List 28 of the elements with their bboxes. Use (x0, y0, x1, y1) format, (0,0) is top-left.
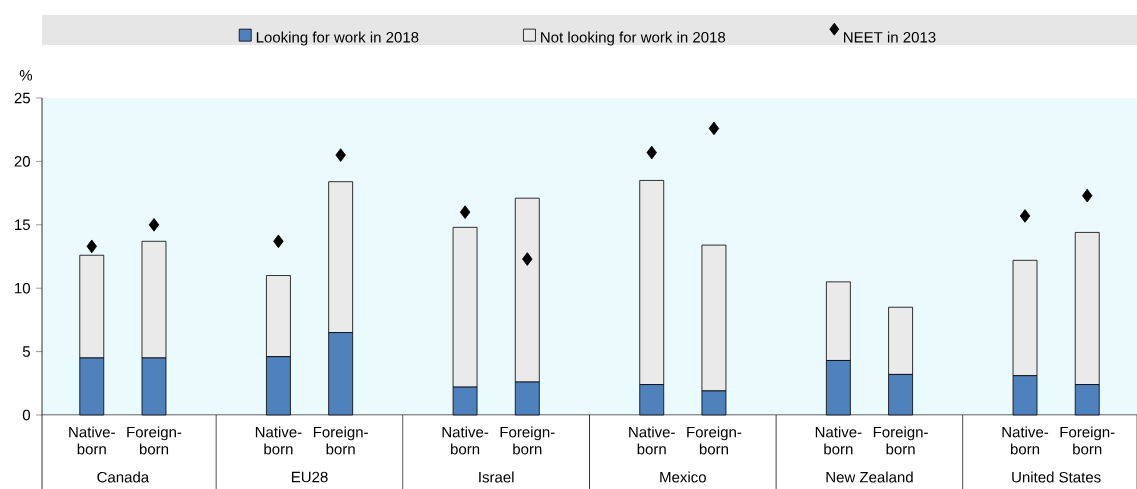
y-tick-label: 0 (22, 409, 31, 421)
x-tick-label: Foreign-born (500, 426, 555, 455)
y-tick-label: 20 (14, 156, 31, 167)
text: Mexico (660, 471, 706, 483)
y-tick-label: 5 (22, 346, 30, 357)
x-tick-label: Native-born (442, 426, 489, 455)
x-tick-label: Native-born (255, 426, 302, 455)
text: EU28 (292, 471, 328, 483)
x-tick-label: Native-born (1002, 426, 1049, 455)
x-tick-label: Foreign-born (1060, 426, 1115, 455)
y-tick-label: 10 (15, 282, 31, 294)
y-tick-label: 15 (15, 219, 30, 231)
y-tick-label: 25 (14, 92, 30, 104)
legend-label: Not looking for work in 2018 (541, 31, 726, 46)
x-tick-label: Foreign-born (127, 426, 182, 455)
x-tick-label: Native-born (629, 426, 675, 455)
x-tick-label: Native-born (815, 426, 862, 455)
x-tick-label: Foreign-born (687, 426, 742, 455)
x-tick-label: Native-born (69, 426, 115, 455)
text: Israel (479, 471, 514, 483)
text: New Zealand (826, 471, 913, 483)
legend-label: Looking for work in 2018 (256, 31, 419, 46)
legend-label: NEET in 2013 (844, 31, 936, 43)
x-tick-label: Foreign-born (313, 426, 368, 455)
text: Canada (97, 471, 150, 483)
text: United States (1012, 471, 1101, 483)
y-axis-title: % (19, 70, 33, 81)
x-tick-label: Foreign-born (873, 426, 928, 455)
